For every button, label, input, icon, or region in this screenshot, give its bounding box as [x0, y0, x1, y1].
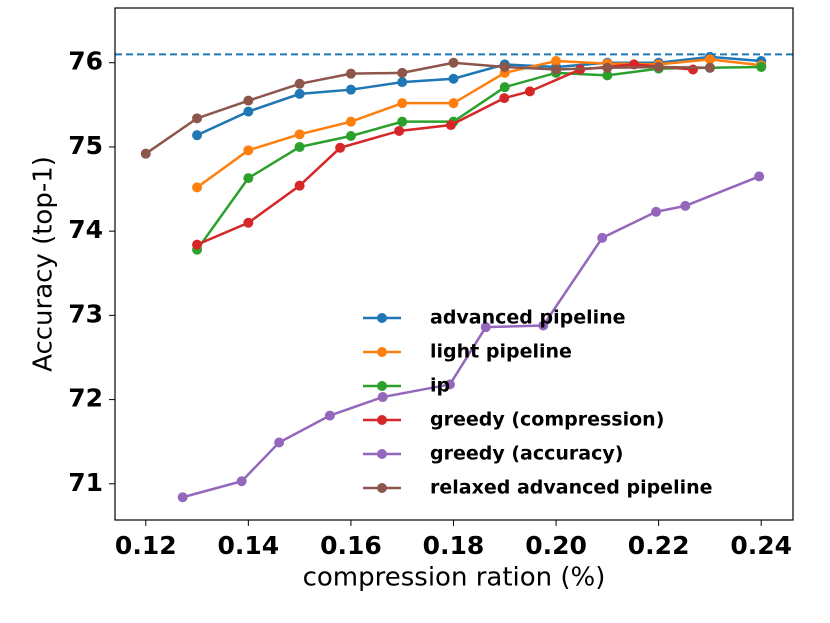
data-point — [243, 217, 254, 228]
legend-label: light pipeline — [430, 341, 572, 363]
data-point — [243, 145, 254, 156]
data-point — [538, 320, 549, 331]
data-point — [499, 82, 510, 93]
legend-marker — [377, 347, 387, 357]
data-point — [448, 73, 459, 84]
series-line — [196, 58, 762, 189]
x-tick-label: 0.14 — [217, 531, 279, 560]
data-point — [192, 239, 203, 250]
data-point — [602, 70, 613, 81]
data-point — [177, 492, 188, 503]
data-point — [704, 54, 715, 65]
data-point — [294, 180, 305, 191]
legend-marker — [377, 449, 387, 459]
x-tick-label: 0.18 — [423, 531, 485, 560]
data-point — [651, 206, 662, 217]
data-point — [274, 437, 285, 448]
data-point — [243, 106, 254, 117]
legend-marker — [377, 415, 387, 425]
series-line — [196, 63, 694, 246]
y-tick-label: 73 — [68, 299, 103, 328]
legend-label: greedy (compression) — [430, 409, 664, 431]
data-point — [236, 476, 247, 487]
x-tick-label: 0.22 — [628, 531, 690, 560]
legend-label: advanced pipeline — [430, 307, 626, 329]
data-point — [499, 93, 510, 104]
data-point — [335, 142, 346, 153]
data-point — [397, 67, 408, 78]
data-point — [551, 56, 562, 67]
y-tick-label: 74 — [68, 215, 103, 244]
x-tick-label: 0.12 — [115, 531, 177, 560]
data-point — [756, 61, 767, 72]
data-point — [345, 68, 356, 79]
data-point — [524, 86, 535, 97]
y-tick-label: 75 — [68, 131, 103, 160]
legend-marker — [377, 483, 387, 493]
data-point — [653, 61, 664, 72]
data-point — [680, 200, 691, 211]
data-point — [597, 232, 608, 243]
legend-label: greedy (accuracy) — [430, 443, 623, 465]
data-point — [377, 392, 388, 403]
legend-label: relaxed advanced pipeline — [430, 477, 713, 499]
x-axis-label: compression ration (%) — [303, 563, 606, 593]
data-point — [445, 120, 456, 131]
x-tick-label: 0.24 — [730, 531, 792, 560]
data-point — [294, 78, 305, 89]
y-tick-label: 76 — [68, 47, 103, 76]
data-point — [294, 129, 305, 140]
plot-frame — [114, 7, 794, 521]
data-point — [324, 410, 335, 421]
data-point — [243, 95, 254, 106]
data-point — [140, 148, 151, 159]
data-point — [499, 61, 510, 72]
data-point — [192, 182, 203, 193]
legend-marker — [377, 381, 387, 391]
data-point — [192, 130, 203, 141]
legend-marker — [377, 313, 387, 323]
data-point — [345, 116, 356, 127]
y-tick-label: 71 — [68, 468, 103, 497]
legend-label: ip — [430, 375, 450, 397]
data-point — [397, 116, 408, 127]
data-point — [602, 62, 613, 73]
data-point — [294, 141, 305, 152]
x-tick-label: 0.16 — [320, 531, 382, 560]
data-point — [243, 173, 254, 184]
data-point — [480, 322, 491, 333]
series-line — [145, 61, 710, 155]
y-tick-label: 72 — [68, 384, 103, 413]
data-point — [687, 64, 698, 75]
data-point — [394, 125, 405, 136]
data-point — [345, 84, 356, 95]
data-point — [551, 64, 562, 75]
data-point — [397, 98, 408, 109]
data-point — [448, 57, 459, 68]
y-axis-label: Accuracy (top-1) — [29, 156, 59, 372]
data-point — [397, 77, 408, 88]
series-line — [196, 65, 762, 251]
data-point — [345, 131, 356, 141]
data-point — [444, 379, 455, 390]
data-point — [448, 98, 459, 109]
data-point — [192, 113, 203, 124]
series-line — [196, 55, 762, 137]
data-point — [754, 171, 765, 182]
data-point — [704, 62, 715, 73]
x-tick-label: 0.20 — [525, 531, 587, 560]
data-point — [294, 88, 305, 99]
